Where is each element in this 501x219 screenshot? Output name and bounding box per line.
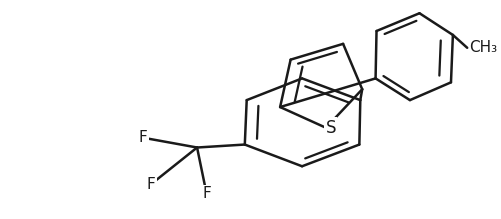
Text: F: F [138,130,147,145]
Text: CH₃: CH₃ [469,40,497,55]
Text: F: F [147,177,156,192]
Text: F: F [202,186,211,201]
Text: S: S [326,119,336,137]
